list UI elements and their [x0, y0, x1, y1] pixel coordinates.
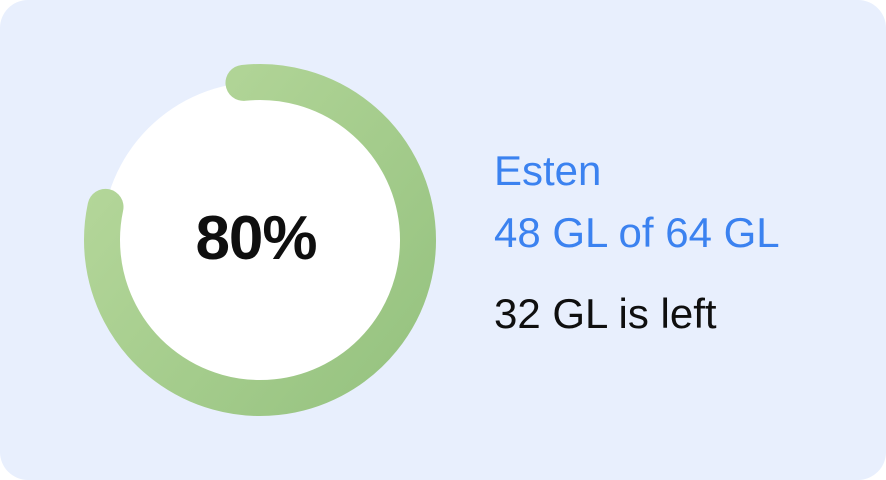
progress-ring-svg	[84, 63, 436, 416]
storage-remaining: 32 GL is left	[494, 290, 717, 337]
storage-info: Esten 48 GL of 64 GL 32 GL is left	[494, 140, 874, 340]
ring-inner-disc	[102, 82, 418, 398]
storage-usage: 48 GL of 64 GL	[494, 209, 780, 256]
storage-name: Esten	[494, 147, 602, 194]
storage-progress-ring: 80%	[82, 62, 438, 418]
progress-arc	[84, 63, 436, 416]
storage-percent: 80%	[195, 203, 317, 273]
